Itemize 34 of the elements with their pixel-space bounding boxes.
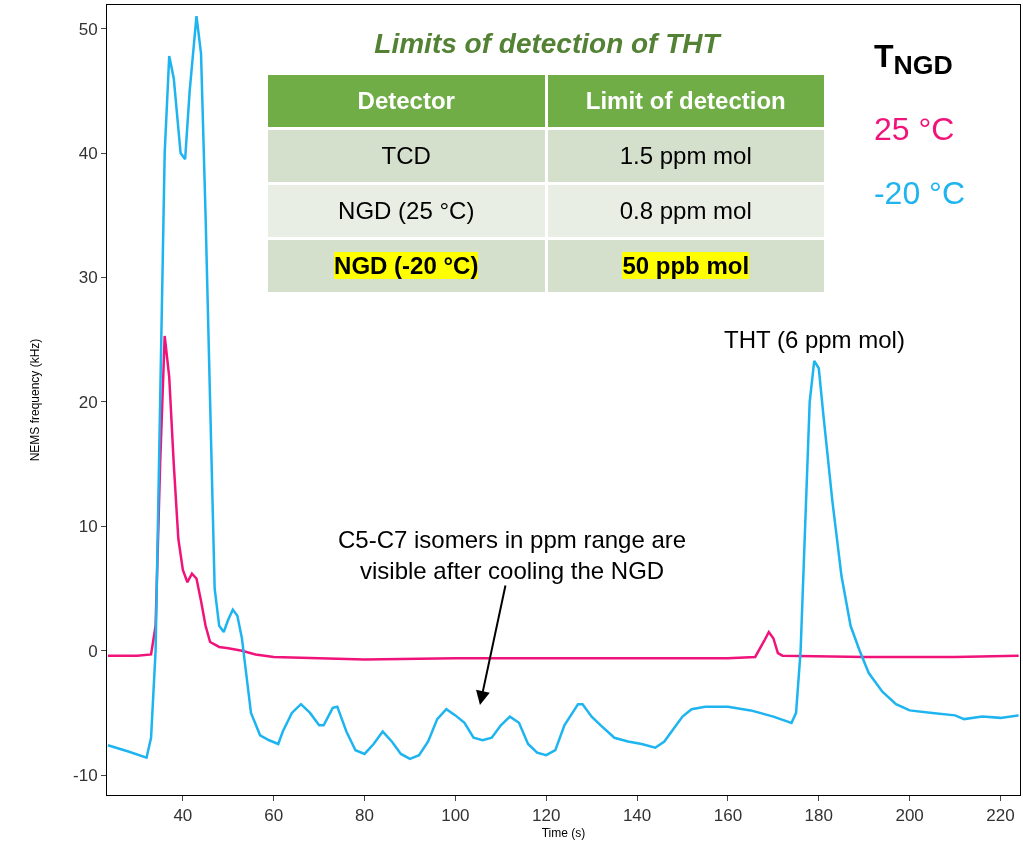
- text: -20 °C: [873, 174, 965, 214]
- y-tick-label: 50: [78, 19, 98, 39]
- legend-title: T$_{NGD}$: [873, 37, 954, 83]
- annotation: NGD (-20 °C): [334, 252, 479, 279]
- annotation: THT (6 ppm mol): [724, 326, 905, 353]
- y-tick-label: 0: [88, 641, 98, 661]
- y-tick-label: 10: [78, 517, 98, 537]
- y-tick-label: -10: [73, 766, 98, 786]
- x-tick-label: 140: [622, 806, 652, 826]
- x-axis-title: Time (s): [541, 826, 586, 841]
- x-tick-label: 40: [173, 806, 193, 826]
- x-tick-label: 200: [895, 806, 924, 826]
- y-tick-label: 40: [78, 144, 98, 163]
- y-tick-label: 20: [78, 392, 98, 412]
- annotation: Limit of detection: [585, 87, 786, 114]
- x-tick-label: 100: [441, 806, 470, 826]
- x-tick-label: 160: [713, 806, 743, 826]
- text: Limits of detection of THT: [373, 28, 723, 60]
- x-tick-label: 220: [986, 806, 1015, 826]
- annotation: TCD: [381, 142, 431, 169]
- x-tick-label: 80: [355, 806, 375, 826]
- annotation: Detector: [357, 87, 455, 114]
- annotation: 50 ppb mol: [622, 252, 750, 279]
- annotation: C5-C7 isomers in ppm range are visible after cooling the NGD: [338, 526, 687, 585]
- annotation: 1.5 ppm mol: [619, 142, 752, 169]
- x-tick-label: 60: [264, 806, 284, 826]
- annotation: 0.8 ppm mol: [619, 197, 752, 224]
- text: 25 °C: [873, 110, 956, 150]
- x-tick-label: 180: [804, 806, 833, 826]
- y-axis-title: NEMS frequency (kHz): [28, 338, 43, 462]
- x-tick-label: 120: [532, 806, 561, 826]
- y-tick-label: 30: [78, 268, 98, 288]
- annotation: NGD (25 °C): [338, 197, 475, 224]
- line-series: [107, 14, 1020, 761]
